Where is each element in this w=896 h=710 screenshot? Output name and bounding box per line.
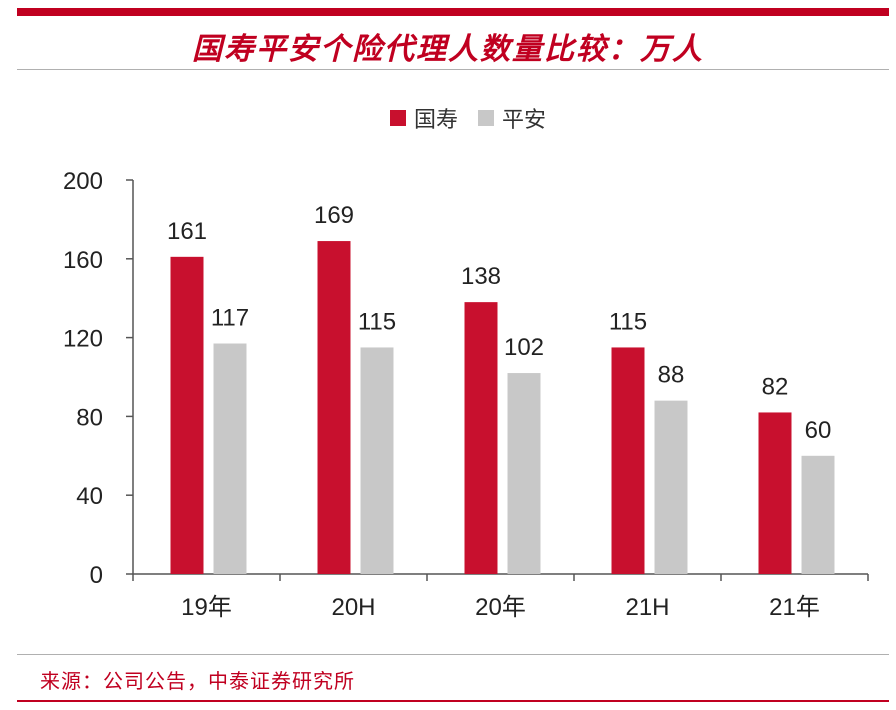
source-note: 来源：公司公告，中泰证券研究所: [40, 669, 355, 693]
data-label: 138: [461, 263, 501, 290]
bar-series-2: [801, 455, 835, 574]
title-divider: [17, 69, 889, 70]
data-label: 115: [609, 308, 647, 335]
chart-legend: 国寿 平安: [390, 102, 566, 134]
x-tick-label: 20年: [475, 594, 526, 621]
bottom-accent-rule: [17, 700, 889, 702]
data-label: 169: [314, 202, 354, 229]
legend-item-series-1: 国寿: [390, 102, 458, 134]
data-label: 82: [762, 373, 789, 400]
data-label: 102: [504, 334, 544, 361]
data-label: 117: [211, 305, 249, 332]
data-label: 161: [167, 218, 207, 245]
bar-series-2: [507, 373, 541, 574]
bar-series-1: [170, 256, 204, 574]
data-label: 115: [358, 308, 396, 335]
legend-label-series-1: 国寿: [414, 108, 459, 133]
x-tick-label: 20H: [331, 594, 375, 621]
footer-divider: [17, 654, 889, 655]
data-label: 60: [805, 417, 832, 444]
x-tick-label: 19年: [181, 594, 232, 621]
bar-chart: 0 40 80 120 160 200 19年 161 117 20H 169 115 20年 138 10…: [63, 168, 869, 621]
y-tick-label: 160: [63, 247, 103, 274]
legend-item-series-2: 平安: [478, 102, 546, 134]
y-tick-label: 40: [76, 483, 103, 510]
bar-series-2: [360, 347, 394, 574]
bar-series-1: [611, 347, 645, 574]
x-tick-label: 21H: [625, 594, 669, 621]
legend-label-series-2: 平安: [502, 108, 547, 133]
bar-series-2: [213, 343, 247, 574]
top-accent-rule: [17, 8, 889, 16]
data-label: 88: [658, 362, 685, 389]
bar-series-1: [464, 302, 498, 574]
y-tick-label: 120: [63, 326, 103, 353]
bar-series-1: [758, 412, 792, 574]
y-tick-label: 80: [76, 404, 103, 431]
legend-swatch-series-2: [478, 110, 495, 126]
bar-series-2: [654, 400, 688, 574]
y-tick-label: 200: [63, 168, 103, 195]
x-tick-label: 21年: [769, 594, 820, 621]
legend-swatch-series-1: [390, 110, 406, 126]
bar-series-1: [317, 241, 351, 574]
y-tick-label: 0: [90, 562, 103, 589]
chart-title: 国寿平安个险代理人数量比较：万人: [192, 32, 704, 67]
